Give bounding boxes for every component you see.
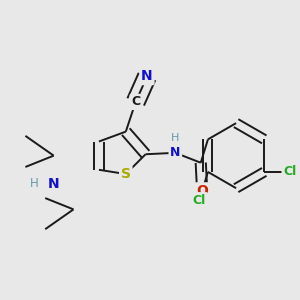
Text: H: H <box>29 177 38 190</box>
Text: H: H <box>171 133 179 143</box>
Text: C: C <box>131 95 140 108</box>
Text: Cl: Cl <box>283 165 296 178</box>
Text: Cl: Cl <box>193 194 206 207</box>
Text: S: S <box>121 167 131 181</box>
Text: N: N <box>170 146 181 159</box>
Text: O: O <box>196 184 208 198</box>
Text: N: N <box>48 177 59 191</box>
Text: N: N <box>141 70 153 83</box>
